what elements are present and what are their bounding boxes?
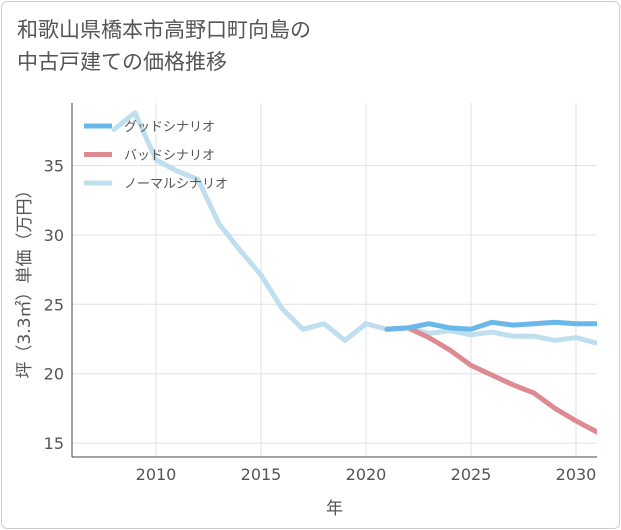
y-axis-label: 坪（3.3㎡）単価（万円） bbox=[15, 181, 35, 378]
x-axis-label: 年 bbox=[326, 499, 343, 519]
y-tick-label: 25 bbox=[44, 295, 64, 314]
grid-lines bbox=[72, 103, 597, 457]
y-tick-label: 20 bbox=[44, 365, 64, 384]
chart-title: 和歌山県橋本市高野口町向島の 中古戸建ての価格推移 bbox=[17, 18, 311, 74]
series-line-bad bbox=[384, 325, 597, 435]
x-tick-label: 2030 bbox=[556, 465, 597, 484]
series-lines bbox=[111, 110, 597, 435]
y-tick-label: 15 bbox=[44, 434, 64, 453]
x-tick-label: 2020 bbox=[346, 465, 387, 484]
legend-label: グッドシナリオ bbox=[124, 120, 215, 135]
x-tick-label: 2025 bbox=[451, 465, 492, 484]
x-tick-label: 2015 bbox=[241, 465, 282, 484]
series-line-good bbox=[384, 319, 597, 332]
legend-label: ノーマルシナリオ bbox=[124, 177, 228, 192]
y-tick-label: 35 bbox=[44, 156, 64, 175]
y-tick-label: 30 bbox=[44, 226, 64, 245]
series-line-normal bbox=[111, 110, 597, 346]
axes: 2010 2015 2020 2025 20301520253035年坪（3.3㎡）単価… bbox=[15, 103, 597, 519]
legend-label: バッドシナリオ bbox=[124, 149, 215, 164]
x-tick-label: 2010 bbox=[136, 465, 177, 484]
